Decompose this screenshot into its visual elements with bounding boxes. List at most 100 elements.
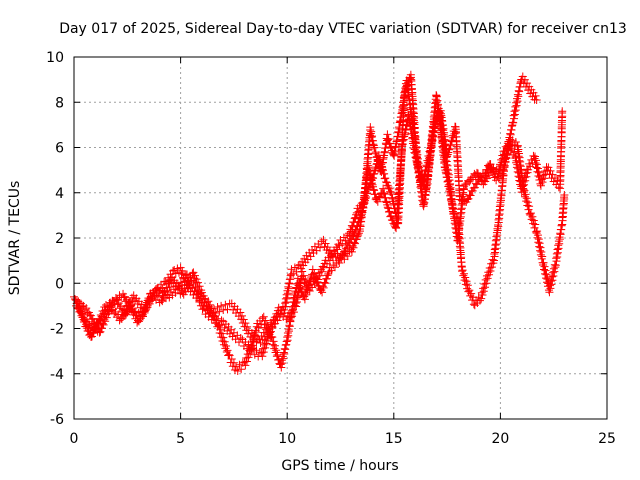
data-point — [195, 282, 204, 291]
data-point — [524, 165, 533, 174]
data-point — [512, 101, 521, 110]
data-point — [539, 258, 548, 267]
data-point — [269, 337, 278, 346]
data-point — [143, 301, 152, 310]
data-point — [553, 253, 562, 262]
data-point — [223, 346, 232, 355]
data-point — [497, 171, 506, 180]
data-point — [501, 158, 510, 167]
data-point — [290, 263, 299, 272]
data-point — [552, 257, 561, 266]
data-point — [179, 290, 188, 299]
data-point — [150, 291, 159, 300]
data-point — [140, 308, 149, 317]
data-point — [127, 305, 136, 314]
data-point — [273, 316, 282, 325]
data-point — [520, 180, 529, 189]
data-point — [201, 295, 210, 304]
data-point — [215, 307, 224, 316]
data-point — [424, 163, 433, 172]
data-point — [197, 288, 206, 297]
data-point — [239, 315, 248, 324]
data-point — [134, 317, 143, 326]
data-point — [486, 160, 495, 169]
data-point — [491, 248, 500, 257]
data-point — [444, 145, 453, 154]
data-point — [532, 160, 541, 169]
data-point — [233, 366, 242, 375]
data-point — [461, 273, 470, 282]
data-point — [528, 212, 537, 221]
data-point — [529, 216, 538, 225]
axes: 0 5 10 15 20 25 -6 -4 -2 0 2 4 6 8 10 — [46, 50, 616, 447]
data-point — [514, 168, 523, 177]
data-point — [517, 188, 526, 197]
x-axis-label: GPS time / hours — [281, 458, 398, 474]
data-point — [241, 319, 250, 328]
data-point — [170, 265, 179, 274]
data-point — [349, 243, 358, 252]
data-point — [467, 289, 476, 298]
data-point — [347, 227, 356, 236]
data-point — [138, 312, 147, 321]
data-point — [508, 144, 517, 153]
data-point — [537, 247, 546, 256]
data-point — [173, 264, 182, 273]
data-point — [354, 207, 363, 216]
data-point — [105, 306, 114, 315]
data-point — [78, 310, 87, 319]
data-point — [259, 344, 268, 353]
data-point — [341, 236, 350, 245]
data-point — [458, 266, 467, 275]
data-point — [380, 189, 389, 198]
data-marks — [70, 70, 569, 375]
data-point — [440, 128, 449, 137]
data-point — [235, 360, 244, 369]
data-point — [189, 268, 198, 277]
data-point — [475, 296, 484, 305]
data-point — [470, 183, 479, 192]
data-point — [218, 336, 227, 345]
data-point — [531, 227, 540, 236]
data-point — [558, 107, 567, 116]
x-tick-label: 15 — [385, 431, 403, 447]
data-point — [211, 308, 220, 317]
data-point — [488, 163, 497, 172]
data-point — [190, 271, 199, 280]
data-point — [354, 231, 363, 240]
data-point — [237, 365, 246, 374]
data-point — [446, 188, 455, 197]
data-point — [160, 293, 169, 302]
data-point — [256, 339, 265, 348]
data-point — [324, 269, 333, 278]
y-axis-label: SDTVAR / TECUs — [7, 181, 23, 296]
data-point — [225, 351, 234, 360]
data-point — [350, 218, 359, 227]
data-point — [551, 261, 560, 270]
data-point — [77, 311, 86, 320]
data-point — [383, 181, 392, 190]
data-point — [518, 182, 527, 191]
data-point — [487, 263, 496, 272]
data-point — [482, 279, 491, 288]
data-point — [133, 318, 142, 327]
data-point — [520, 75, 529, 84]
data-point — [293, 298, 302, 307]
data-point — [281, 302, 290, 311]
data-point — [523, 79, 532, 88]
data-point — [82, 304, 91, 313]
data-point — [232, 362, 241, 371]
series-track-C — [74, 76, 567, 348]
data-point — [531, 91, 540, 100]
data-point — [560, 191, 569, 200]
data-point — [343, 252, 352, 261]
data-point — [540, 174, 549, 183]
data-point — [478, 290, 487, 299]
data-point — [206, 306, 215, 315]
data-point — [457, 204, 466, 213]
data-point — [427, 146, 436, 155]
data-point — [481, 283, 490, 292]
data-point — [347, 247, 356, 256]
x-tick-label: 5 — [176, 431, 185, 447]
